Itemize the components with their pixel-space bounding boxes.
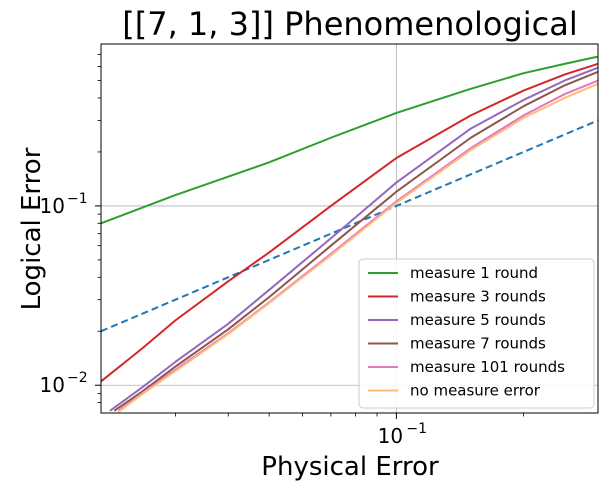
y-tick-label: 10 [40, 373, 65, 397]
series-group [101, 55, 598, 413]
y-axis-label: Logical Error [17, 147, 47, 310]
y-tick-label-exponent: −1 [67, 191, 88, 207]
legend-label: measure 7 rounds [410, 335, 546, 353]
x-tick-label-exponent: −1 [406, 421, 427, 437]
reference-line-group [101, 119, 598, 333]
x-axis-label: Physical Error [261, 452, 439, 482]
y-tick-label-exponent: −2 [67, 370, 88, 386]
legend: measure 1 round measure 3 rounds measure 5… [358, 258, 595, 409]
y-tick-label: 10 [40, 194, 65, 218]
series-line [101, 55, 598, 225]
chart-title: [[7, 1, 3]] Phenomenological [122, 5, 577, 43]
plot-area [101, 55, 598, 413]
legend-label: measure 5 rounds [410, 311, 546, 329]
series-line [109, 66, 598, 412]
legend-label: measure 1 round [410, 264, 538, 282]
legend-label: measure 3 rounds [410, 288, 546, 306]
legend-label: measure 101 rounds [410, 358, 565, 376]
legend-label: no measure error [410, 382, 541, 400]
legend-box [358, 258, 595, 409]
series-line [117, 82, 598, 413]
series-line [113, 70, 598, 412]
plot-frame [100, 43, 599, 414]
ticks-group: 10 −110 −210 −1 [40, 53, 524, 448]
series-line [101, 62, 598, 383]
reference-line [101, 119, 598, 333]
x-tick-label: 10 [378, 424, 403, 448]
